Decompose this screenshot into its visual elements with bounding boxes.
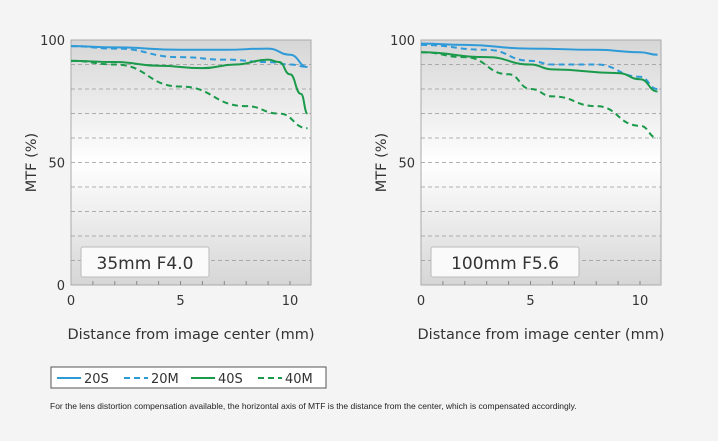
series-20M bbox=[420, 43, 658, 90]
chart-title-box bbox=[80, 246, 210, 278]
x-axis-label: Distance from image center (mm) bbox=[68, 327, 315, 343]
x-tick-label: 5 bbox=[526, 294, 534, 309]
series-40S bbox=[420, 51, 658, 93]
y-tick-label: 50 bbox=[398, 157, 415, 172]
series-40M bbox=[420, 51, 658, 139]
y-tick-label: 100 bbox=[390, 34, 415, 49]
legend: 20S 20M 40S 40M bbox=[50, 366, 327, 389]
x-tick-label: 10 bbox=[632, 294, 649, 309]
x-tick-label: 0 bbox=[67, 294, 75, 309]
x-axis-label: Distance from image center (mm) bbox=[418, 327, 665, 343]
series-40M bbox=[70, 59, 308, 130]
y-tick-label: 100 bbox=[40, 34, 65, 49]
series-20M bbox=[70, 45, 308, 68]
chart-1: 0 5 10 50 100 Distance from image center (mm)… bbox=[374, 34, 664, 343]
legend-label-20S: 20S bbox=[84, 372, 109, 387]
y-tick-label: 0 bbox=[57, 279, 65, 294]
x-tick-label: 10 bbox=[282, 294, 299, 309]
series-40S bbox=[70, 58, 309, 115]
y-tick-label: 50 bbox=[48, 157, 65, 172]
y-axis-label: MTF (%) bbox=[24, 133, 40, 192]
chart-title-box bbox=[430, 246, 580, 278]
legend-label-20M: 20M bbox=[151, 372, 179, 387]
x-tick-label: 5 bbox=[176, 294, 184, 309]
legend-label-40M: 40M bbox=[285, 372, 313, 387]
footnote: For the lens distortion compensation ava… bbox=[50, 401, 577, 411]
series-20S bbox=[420, 42, 658, 56]
chart-title: 100mm F5.6 bbox=[451, 254, 559, 274]
legend-box bbox=[50, 366, 327, 389]
chart-title: 35mm F4.0 bbox=[97, 254, 194, 274]
legend-label-40S: 40S bbox=[218, 372, 243, 387]
series-20S bbox=[70, 45, 308, 68]
x-tick-label: 0 bbox=[417, 294, 425, 309]
y-axis-label: MTF (%) bbox=[374, 133, 390, 192]
